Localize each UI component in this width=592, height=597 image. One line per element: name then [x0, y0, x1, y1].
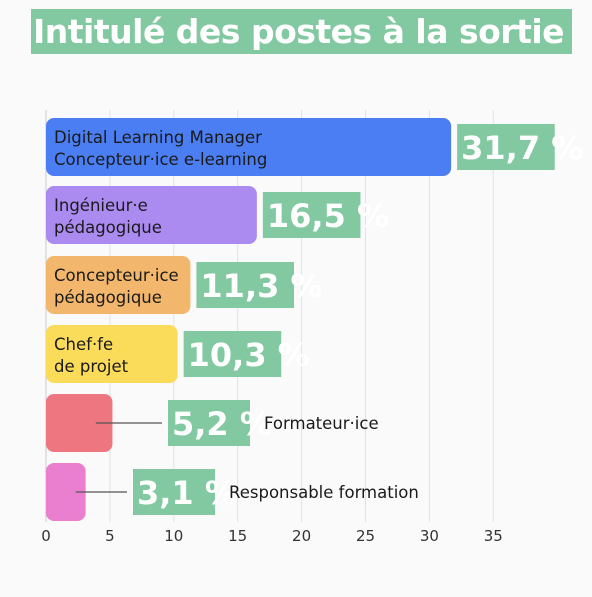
category-label-0-line-1: Concepteur·ice e-learning	[54, 150, 267, 169]
x-tick-label-7: 35	[484, 527, 503, 545]
value-label-bg-1	[262, 192, 361, 238]
x-tick-label-0: 0	[41, 527, 51, 545]
bar-1	[46, 186, 257, 244]
x-tick-label-5: 25	[356, 527, 375, 545]
category-label-5: Responsable formation	[229, 483, 419, 502]
bar-0	[46, 118, 452, 176]
category-label-1-line-1: pédagogique	[54, 218, 162, 237]
category-label-2-line-0: Concepteur·ice	[54, 266, 179, 285]
value-label-4: 5,2 %	[172, 405, 272, 443]
value-label-bg-2	[196, 262, 295, 308]
bar-3	[46, 325, 178, 383]
value-label-bg-4	[168, 400, 250, 446]
bar-5	[46, 463, 86, 521]
value-label-1: 16,5 %	[267, 197, 389, 235]
bar-4	[46, 394, 113, 452]
value-label-bg-5	[133, 469, 215, 515]
x-tick-label-6: 30	[420, 527, 439, 545]
bar-2	[46, 256, 191, 314]
category-label-2-line-1: pédagogique	[54, 288, 162, 307]
value-label-3: 10,3 %	[188, 336, 310, 374]
category-label-1-line-0: Ingénieur·e	[54, 196, 148, 215]
value-label-0: 31,7 %	[461, 129, 583, 167]
x-tick-label-3: 15	[228, 527, 247, 545]
value-label-bg-3	[183, 331, 282, 377]
category-label-4: Formateur·ice	[264, 414, 379, 433]
x-tick-label-1: 5	[105, 527, 115, 545]
x-tick-label-4: 20	[292, 527, 311, 545]
category-label-0-line-0: Digital Learning Manager	[54, 128, 262, 147]
x-tick-label-2: 10	[164, 527, 183, 545]
value-label-2: 11,3 %	[200, 267, 322, 305]
value-label-bg-0	[457, 124, 555, 170]
category-label-3-line-0: Chef·fe	[54, 335, 113, 354]
title-banner: Intitulé des postes à la sortie	[31, 9, 572, 54]
value-label-5: 3,1 %	[137, 474, 237, 512]
chart-title: Intitulé des postes à la sortie	[33, 12, 565, 51]
category-label-3-line-1: de projet	[54, 357, 129, 376]
